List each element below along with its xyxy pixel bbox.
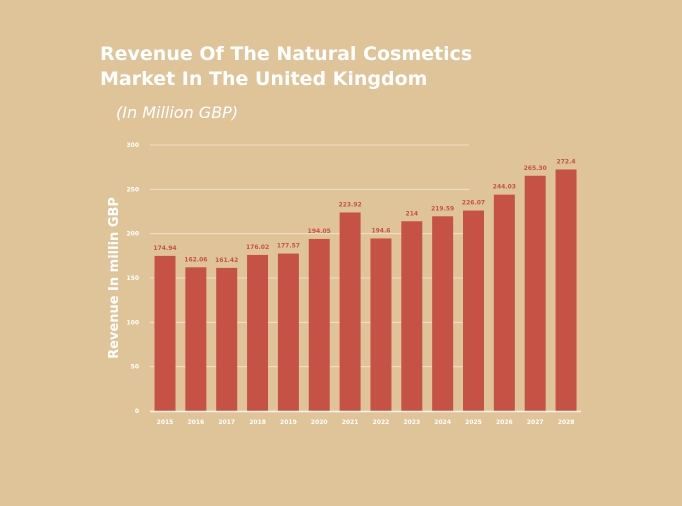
x-tick-label: 2026 [496,419,513,426]
x-tick-label: 2015 [157,419,174,426]
data-label: 223.92 [339,201,362,208]
x-tick-label: 2024 [434,419,451,426]
x-tick-label: 2028 [558,419,575,426]
bar [247,254,269,411]
bar [524,175,546,411]
x-tick-label: 2020 [311,419,328,426]
bar [185,267,207,411]
y-axis-title: Revenue In millin GBP [107,197,122,359]
bar [370,238,392,411]
chart-title-line-2: Market In The United Kingdom [100,68,428,90]
chart-title: Revenue Of The Natural Cosmetics Market … [100,42,472,92]
data-label: 194.05 [308,228,331,235]
x-tick-label: 2016 [187,419,204,426]
x-tick-label: 2023 [403,419,420,426]
y-tick-label: 0 [135,408,139,415]
y-tick-label: 150 [126,275,139,282]
data-label: 162.06 [184,256,207,263]
bar [216,267,238,411]
data-label: 244.03 [493,184,516,191]
y-tick-label: 200 [126,231,139,238]
y-tick-label: 250 [126,186,139,193]
data-label: 174.94 [153,245,176,252]
data-label: 177.57 [277,243,300,250]
bar [339,212,361,411]
x-tick-label: 2017 [218,419,235,426]
bar [432,216,454,411]
x-tick-label: 2018 [249,419,266,426]
chart-subtitle: (In Million GBP) [116,103,239,122]
x-tick-label: 2027 [527,419,544,426]
x-tick-label: 2021 [342,419,359,426]
x-tick-label: 2022 [373,419,390,426]
x-tick-label: 2025 [465,419,482,426]
bar [493,194,515,411]
bar [463,210,484,411]
data-label: 272.4 [557,158,576,165]
data-label: 194.6 [371,227,390,234]
data-label: 219.59 [431,205,454,212]
data-label: 161.42 [215,257,238,264]
x-tick-label: 2019 [280,419,297,426]
bar [401,221,423,411]
bar [555,169,577,411]
chart-title-line-1: Revenue Of The Natural Cosmetics [100,43,473,65]
data-label: 226.07 [462,200,485,207]
y-tick-label: 50 [131,364,139,371]
data-label: 176.02 [246,244,269,251]
bar [277,253,299,411]
y-tick-label: 300 [126,142,139,149]
y-tick-label: 100 [126,319,139,326]
bar [154,255,176,411]
data-label: 265.30 [524,165,547,172]
data-label: 214 [406,210,419,217]
bar [308,238,330,411]
